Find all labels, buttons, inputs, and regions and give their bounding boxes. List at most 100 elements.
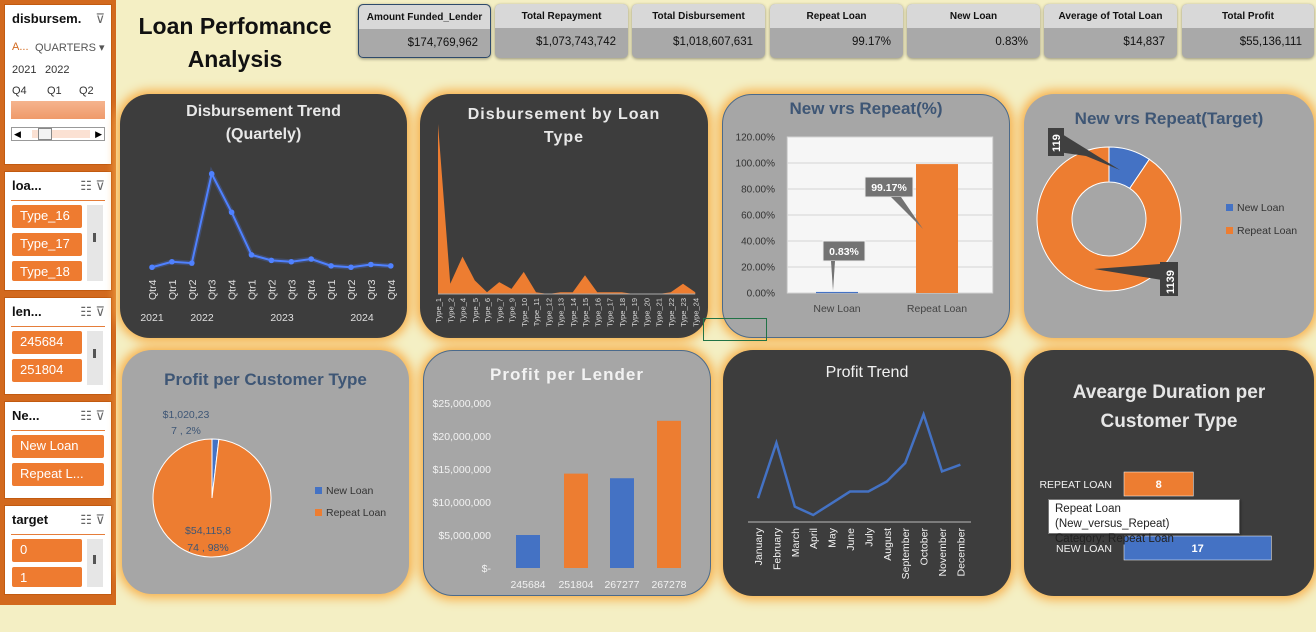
kpi-total-repayment[interactable]: Total Repayment $1,073,743,742	[495, 4, 628, 58]
kpi-repeat-loan[interactable]: Repeat Loan 99.17%	[770, 4, 903, 58]
kpi-total-profit[interactable]: Total Profit $55,136,111	[1182, 4, 1314, 58]
slicer-scrollbar[interactable]	[87, 205, 103, 281]
slicer-item-type-16[interactable]: Type_16	[12, 205, 82, 228]
kpi-label: Average of Total Loan	[1044, 4, 1177, 28]
x-tick-label: Type_15	[581, 298, 590, 327]
x-tick-label: New Loan	[813, 303, 860, 315]
callout-pointer	[831, 261, 835, 291]
x-tick-label: Type_9	[508, 298, 517, 323]
new-repeat-slicer[interactable]: Ne... ☷ ⊽ New Loan Repeat L...	[4, 401, 112, 499]
chart-disbursement-by-type[interactable]: Disbursement by Loan Type Type_1 Type_2 Ty…	[420, 94, 708, 338]
x-tick-label: November	[937, 527, 949, 576]
chart-average-duration[interactable]: Avearge Duration per Customer Type 8 REPE…	[1024, 350, 1314, 596]
tooltip-line-2: Category: Repeat Loan	[1055, 533, 1174, 545]
multi-select-icon[interactable]: ☷ ⊽	[80, 512, 105, 527]
x-tick-label: September	[900, 528, 912, 580]
x-tick-label: 251804	[558, 579, 593, 591]
multi-select-icon[interactable]: ☷ ⊽	[80, 304, 105, 319]
slicer-header: disbursem...	[12, 11, 82, 26]
y-tick-label: $10,000,000	[433, 497, 492, 509]
kpi-amount-funded[interactable]: Amount Funded_Lender $174,769,962	[358, 4, 491, 58]
chart-profit-per-lender[interactable]: Profit per Lender $- $5,000,000 $10,000,00…	[423, 350, 711, 596]
slicer-scrollbar[interactable]	[87, 331, 103, 385]
legend-swatch	[315, 487, 322, 494]
data-label: 99.17%	[871, 182, 907, 194]
time-level-a[interactable]: A...	[12, 41, 29, 53]
slicer-header: target	[12, 512, 49, 527]
x-tick-label: 267277	[604, 579, 639, 591]
data-label-box	[1160, 262, 1178, 296]
year-label: 2022	[190, 312, 214, 324]
slicer-item-new-loan[interactable]: New Loan	[12, 435, 104, 458]
slicer-item-target-1[interactable]: 1	[12, 567, 82, 587]
date-slicer[interactable]: disbursem... ⊽ A... QUARTERS ▾ 2021 2022…	[4, 4, 112, 165]
x-tick-label: Type_20	[642, 298, 651, 327]
chart-title: Avearge Duration per Customer Type	[1072, 382, 1266, 432]
legend-label: New Loan	[326, 485, 373, 497]
quarter-label-1: Q1	[47, 85, 62, 97]
chart-new-vs-repeat-target[interactable]: New vrs Repeat(Target) 119 1139 New Loan Re…	[1024, 94, 1314, 338]
bar	[516, 535, 540, 568]
x-tick-label: Type_2	[446, 298, 455, 323]
data-label-box	[1048, 128, 1064, 156]
divider	[11, 534, 105, 535]
y-tick-label: $20,000,000	[433, 431, 492, 443]
x-tick-label: May	[827, 527, 839, 548]
slicer-scrollbar[interactable]	[87, 539, 103, 587]
data-label: $54,115,8	[185, 525, 231, 537]
scroll-thumb[interactable]	[38, 128, 52, 140]
x-tick-label: Qtr2	[346, 279, 358, 300]
chart-profit-trend[interactable]: Profit Trend January February March April Ma…	[723, 350, 1011, 596]
x-tick-label: Type_16	[593, 298, 602, 327]
trend-point	[388, 263, 394, 269]
slicer-item-type-18[interactable]: Type_18	[12, 261, 82, 281]
multi-select-icon[interactable]: ☷ ⊽	[80, 178, 105, 193]
kpi-value: $174,769,962	[407, 37, 478, 49]
multi-select-icon[interactable]: ☷ ⊽	[80, 408, 105, 423]
x-tick-label: Qtr1	[167, 279, 179, 300]
kpi-average-total-loan[interactable]: Average of Total Loan $14,837	[1044, 4, 1177, 58]
x-tick-label: Type_11	[532, 298, 541, 326]
chart-new-vs-repeat-pct[interactable]: New vrs Repeat(%) 0.00% 20.00% 40.00% 60.00…	[722, 94, 1010, 338]
x-tick-label: February	[771, 527, 783, 570]
bar-chart: $- $5,000,000 $10,000,000 $15,000,000 $20,00…	[433, 398, 687, 591]
chart-tooltip: Repeat Loan (New_versus_Repeat) Category…	[1048, 499, 1240, 545]
slicer-item-type-17[interactable]: Type_17	[12, 233, 82, 256]
slicer-item-lender-251804[interactable]: 251804	[12, 359, 82, 382]
data-label: 74 , 98%	[187, 542, 228, 554]
x-tick-label: Type_14	[569, 298, 578, 327]
slicer-item-lender-245684[interactable]: 245684	[12, 331, 82, 354]
loan-type-slicer[interactable]: loa... ☷ ⊽ Type_16 Type_17 Type_18	[4, 171, 112, 291]
lender-slicer[interactable]: len... ☷ ⊽ 245684 251804	[4, 297, 112, 395]
scroll-left-icon[interactable]: ◀	[14, 129, 21, 139]
data-label: 1139	[1165, 270, 1177, 294]
callout-pointer	[1094, 264, 1162, 280]
x-tick-label: Type_17	[606, 298, 615, 327]
callout-pointer	[1058, 134, 1120, 170]
x-tick-label: Qtr4	[386, 279, 398, 300]
target-slicer[interactable]: target ☷ ⊽ 0 1	[4, 505, 112, 595]
trend-line	[151, 170, 391, 269]
x-tick-label: October	[919, 528, 931, 566]
timeline-scrollbar[interactable]: ◀ ▶	[11, 127, 105, 141]
slicer-item-repeat-loan[interactable]: Repeat L...	[12, 463, 104, 486]
kpi-total-disbursement[interactable]: Total Disbursement $1,018,607,631	[632, 4, 765, 58]
kpi-new-loan[interactable]: New Loan 0.83%	[907, 4, 1040, 58]
time-level-select[interactable]: QUARTERS ▾	[35, 41, 105, 54]
timeline-bar[interactable]	[11, 101, 105, 119]
data-label: $1,020,23	[163, 409, 210, 421]
slicer-item-target-0[interactable]: 0	[12, 539, 82, 562]
chart-title: Profit Trend	[825, 364, 909, 381]
line-chart: January February March April May June July Augu…	[748, 410, 971, 580]
horizontal-bar-chart: 8 REPEAT LOAN 17 NEW LOAN	[1039, 471, 1272, 561]
year-label: 2024	[350, 312, 374, 324]
chart-disbursement-trend[interactable]: Disbursement Trend (Quartely) Qtr4 Qtr1 Qt…	[120, 94, 407, 338]
page-title: Loan Perfomance Analysis	[138, 13, 332, 72]
kpi-value: 99.17%	[851, 36, 891, 48]
clear-filter-icon[interactable]: ⊽	[95, 11, 105, 26]
scroll-right-icon[interactable]: ▶	[95, 129, 102, 139]
x-tick-label: Type_10	[520, 298, 529, 327]
chart-profit-per-customer-type[interactable]: Profit per Customer Type $1,020,23 7 , 2%…	[122, 350, 409, 594]
x-tick-label: 245684	[510, 579, 545, 591]
kpi-label: Amount Funded_Lender	[359, 5, 490, 29]
